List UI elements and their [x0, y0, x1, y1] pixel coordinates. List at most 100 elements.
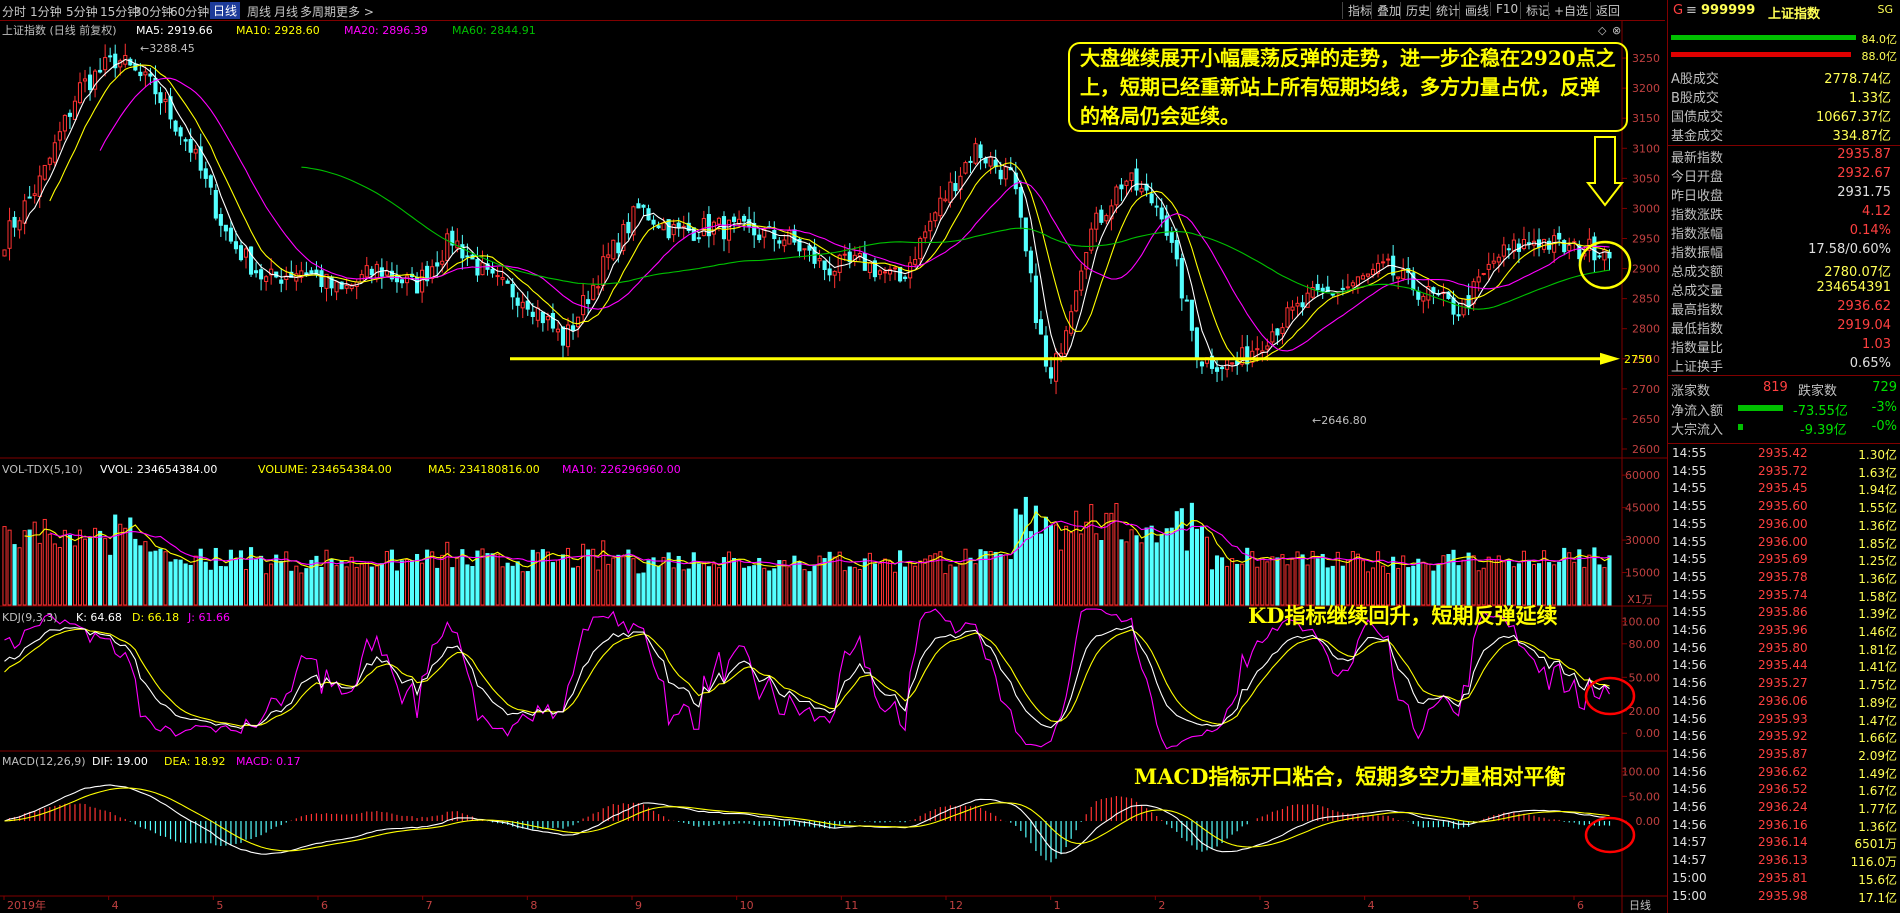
tick-row[interactable]: 14:55 2935.42 1.30亿: [1668, 446, 1900, 463]
candle-body: [495, 275, 500, 278]
x-tick-label: 5: [216, 899, 223, 912]
timeframe-tab[interactable]: 1分钟: [30, 5, 62, 19]
volume-bar: [525, 571, 530, 606]
volume-bar: [1386, 572, 1391, 606]
candle-body: [898, 266, 903, 282]
kdj-tick-label: 0.00: [1636, 727, 1661, 740]
volume-bar: [12, 544, 17, 606]
tick-time: 14:56: [1672, 782, 1707, 797]
timeframe-tab[interactable]: 月线: [274, 5, 299, 19]
tick-time: 14:55: [1672, 499, 1707, 514]
volume-bar: [948, 564, 953, 606]
quote-value: 2931.75: [1837, 185, 1891, 200]
tick-row[interactable]: 14:55 2935.45 1.94亿: [1668, 481, 1900, 498]
timeframe-tab[interactable]: 30分钟: [134, 5, 174, 19]
tick-price: 2936.24: [1758, 800, 1808, 814]
timeframe-tab[interactable]: 多周期: [300, 5, 337, 19]
timeframe-tab[interactable]: 日线: [210, 2, 241, 19]
tick-row[interactable]: 14:55 2935.72 1.63亿: [1668, 464, 1900, 481]
chart-canvas[interactable]: 2600 2650 2700 2750 2800 2850 2900 2950 3000 3050…: [0, 0, 1667, 913]
candle-body: [72, 100, 78, 121]
toolbar-button[interactable]: 叠加: [1371, 2, 1406, 19]
tick-row[interactable]: 15:00 2935.98 17.1亿: [1668, 889, 1900, 906]
timeframe-tab[interactable]: 更多 >: [336, 5, 374, 19]
volume-bar: [465, 564, 470, 606]
candle-body: [1245, 346, 1250, 365]
tick-row[interactable]: 14:55 2935.74 1.58亿: [1668, 588, 1900, 605]
timeframe-tab[interactable]: 周线: [247, 5, 272, 19]
volume-bar: [87, 538, 93, 606]
tick-row[interactable]: 14:56 2935.87 2.09亿: [1668, 747, 1900, 764]
candle-body: [1365, 273, 1371, 277]
timeframe-tab[interactable]: 分时: [2, 5, 27, 19]
candle-body: [616, 242, 621, 254]
volume-bar: [445, 541, 450, 606]
volume-bar: [1365, 571, 1371, 606]
candle-body: [1094, 212, 1099, 230]
toolbar-button[interactable]: 返回: [1590, 2, 1625, 19]
tick-row[interactable]: 14:55 2936.00 1.36亿: [1668, 517, 1900, 534]
toolbar-button[interactable]: 标记: [1520, 2, 1555, 19]
volume-bar: [842, 570, 847, 606]
volume-bar: [550, 562, 555, 606]
candle-body: [560, 326, 566, 346]
macd-panel: 0.00 50.00 100.00 MACD(12,26,9) DIF: 19.00 DE…: [2, 755, 1660, 863]
volume-bar: [1124, 541, 1129, 606]
price-tick-label: 2800: [1632, 323, 1660, 336]
candle-body: [248, 246, 254, 275]
tick-row[interactable]: 14:56 2935.93 1.47亿: [1668, 712, 1900, 729]
volume-bar: [1345, 559, 1350, 606]
tick-volume: 116.0万: [1850, 855, 1897, 870]
tick-row[interactable]: 14:56 2935.27 1.75亿: [1668, 676, 1900, 693]
tick-row[interactable]: 15:00 2935.81 15.6亿: [1668, 871, 1900, 888]
volume-bar: [1084, 521, 1089, 606]
flow-value: -73.55亿: [1793, 404, 1848, 419]
tick-row[interactable]: 14:55 2936.00 1.85亿: [1668, 535, 1900, 552]
volume-bar: [1285, 564, 1290, 606]
volume-bar: [1074, 510, 1079, 606]
candle-body: [299, 270, 304, 278]
candle-body: [32, 193, 37, 197]
tick-row[interactable]: 14:56 2935.96 1.46亿: [1668, 623, 1900, 640]
quote-row: 基金成交 334.87亿: [1668, 125, 1900, 144]
tick-price: 2935.81: [1758, 870, 1808, 885]
tick-row[interactable]: 14:56 2936.06 1.89亿: [1668, 694, 1900, 711]
tick-row[interactable]: 14:56 2935.44 1.41亿: [1668, 658, 1900, 675]
candle-body: [515, 297, 520, 306]
toolbar-button[interactable]: 统计: [1430, 2, 1465, 19]
tick-row[interactable]: 14:57 2936.14 6501万: [1668, 835, 1900, 852]
tick-row[interactable]: 14:55 2935.60 1.55亿: [1668, 499, 1900, 516]
x-tick-label: 7: [426, 899, 433, 912]
candle-body: [1194, 327, 1199, 360]
ma10-legend: MA10: 2928.60: [236, 24, 320, 37]
tick-row[interactable]: 14:56 2936.52 1.67亿: [1668, 782, 1900, 799]
volume-bar: [430, 551, 435, 606]
candle-body: [938, 197, 943, 217]
toolbar-button[interactable]: 指标: [1342, 2, 1377, 19]
volume-bar: [711, 563, 716, 606]
tick-row[interactable]: 14:56 2936.16 1.36亿: [1668, 818, 1900, 835]
tick-row[interactable]: 14:55 2935.86 1.39亿: [1668, 605, 1900, 622]
tick-row[interactable]: 14:56 2935.80 1.81亿: [1668, 641, 1900, 658]
volume-bar: [500, 566, 505, 606]
bar-row-1: [1671, 35, 1856, 40]
toolbar-button[interactable]: 历史: [1400, 2, 1435, 19]
timeframe-tab[interactable]: 60分钟: [170, 5, 210, 19]
quote-corner: SG: [1877, 3, 1893, 16]
tick-row[interactable]: 14:55 2935.69 1.25亿: [1668, 552, 1900, 569]
timeframe-tab[interactable]: 5分钟: [66, 5, 98, 19]
tick-row[interactable]: 14:55 2935.78 1.36亿: [1668, 570, 1900, 587]
x-axis: 2019年 4 5 6 7 8 9 10 11 12 1 2 3 4 5 6 日线: [3, 896, 1651, 912]
timeframe-tab[interactable]: 15分钟: [100, 5, 140, 19]
toolbar-button[interactable]: +自选: [1548, 2, 1593, 19]
tick-time: 14:55: [1672, 481, 1707, 496]
tick-row[interactable]: 14:56 2936.24 1.77亿: [1668, 800, 1900, 817]
toolbar-button[interactable]: F10: [1490, 2, 1523, 16]
tick-row[interactable]: 14:57 2936.13 116.0万: [1668, 853, 1900, 870]
kdj-j-line: [4, 608, 1610, 750]
candle-body: [948, 181, 953, 203]
tick-row[interactable]: 14:56 2936.62 1.49亿: [1668, 765, 1900, 782]
tick-row[interactable]: 14:56 2935.92 1.66亿: [1668, 729, 1900, 746]
toolbar-button[interactable]: 画线: [1459, 2, 1494, 19]
candle-body: [872, 260, 877, 278]
